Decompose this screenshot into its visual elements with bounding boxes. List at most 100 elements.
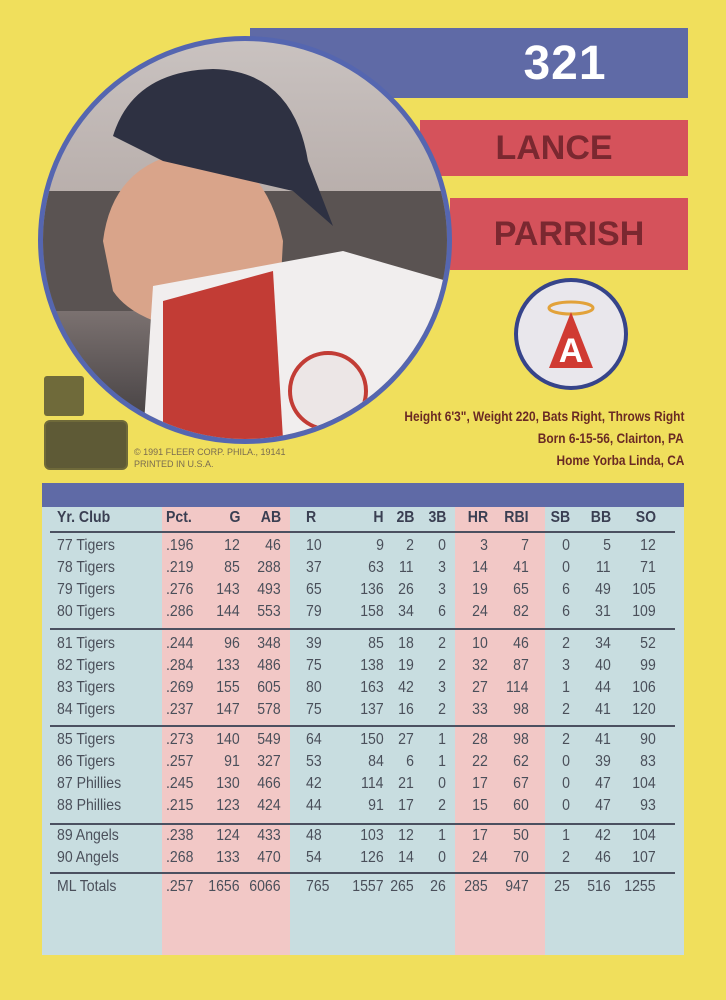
cell-h: 103 xyxy=(360,827,384,844)
stats-header-bar xyxy=(42,483,684,507)
cell-h: 85 xyxy=(368,635,384,652)
cell-r: 75 xyxy=(306,657,322,674)
cell-g: 133 xyxy=(216,849,240,866)
header-bb: BB xyxy=(590,509,611,526)
cell-pct: .276 xyxy=(166,581,194,598)
cell-so: 109 xyxy=(632,603,656,620)
header-sb: SB xyxy=(550,509,570,526)
cell-3b: 2 xyxy=(438,635,446,652)
cell-hr: 17 xyxy=(472,775,488,792)
cell-club: 80 Tigers xyxy=(57,603,115,620)
cell-pct: .215 xyxy=(166,797,194,814)
cell-rbi: 41 xyxy=(513,559,529,576)
cell-sb: 0 xyxy=(562,775,570,792)
cell-2b: 18 xyxy=(398,635,414,652)
cell-ab: 549 xyxy=(257,731,281,748)
first-name: LANCE xyxy=(420,120,688,176)
cell-bb: 5 xyxy=(603,537,611,554)
cell-r: 42 xyxy=(306,775,322,792)
cell-r: 80 xyxy=(306,679,322,696)
header-r: R xyxy=(306,509,317,526)
cell-g: 124 xyxy=(216,827,240,844)
cell-bb: 47 xyxy=(595,797,611,814)
cell-r: 48 xyxy=(306,827,322,844)
header-g: G xyxy=(229,509,240,526)
cell-so: 106 xyxy=(632,679,656,696)
cell-rbi: 50 xyxy=(513,827,529,844)
cell-pct: .238 xyxy=(166,827,194,844)
cell-h: 136 xyxy=(360,581,384,598)
last-name: PARRISH xyxy=(450,198,688,270)
cell-g: 155 xyxy=(216,679,240,696)
cell-hr: 15 xyxy=(472,797,488,814)
cell-g: 130 xyxy=(216,775,240,792)
cell-g: 96 xyxy=(224,635,240,652)
cell-rbi: 98 xyxy=(513,731,529,748)
cell-2b: 14 xyxy=(398,849,414,866)
cell-bb: 40 xyxy=(595,657,611,674)
cell-rbi: 62 xyxy=(513,753,529,770)
cell-club: 89 Angels xyxy=(57,827,119,844)
cell-hr: 27 xyxy=(472,679,488,696)
copyright-text: © 1991 FLEER CORP. PHILA., 19141 xyxy=(134,447,286,457)
cell-2b: 21 xyxy=(398,775,414,792)
cell-2b: 27 xyxy=(398,731,414,748)
cell-club: 81 Tigers xyxy=(57,635,115,652)
cell-bb: 47 xyxy=(595,775,611,792)
cell-bb: 41 xyxy=(595,701,611,718)
cell-hr: 17 xyxy=(472,827,488,844)
cell-rbi: 7 xyxy=(521,537,529,554)
cell-so: 105 xyxy=(632,581,656,598)
cell-h: 91 xyxy=(368,797,384,814)
cell-hr: 32 xyxy=(472,657,488,674)
cell-hr: 24 xyxy=(472,849,488,866)
cell-bb: 39 xyxy=(595,753,611,770)
cell-g: 133 xyxy=(216,657,240,674)
cell-3b: 1 xyxy=(438,731,446,748)
cell-r: 79 xyxy=(306,603,322,620)
cell-club: 77 Tigers xyxy=(57,537,115,554)
cell-2b: 42 xyxy=(398,679,414,696)
cell-ab: 578 xyxy=(257,701,281,718)
cell-hr: 22 xyxy=(472,753,488,770)
cell-r: 44 xyxy=(306,797,322,814)
pink-band xyxy=(162,507,290,955)
cell-h: 138 xyxy=(360,657,384,674)
cell-pct: .268 xyxy=(166,849,194,866)
header-rbi: RBI xyxy=(504,509,529,526)
cell-sb: 2 xyxy=(562,635,570,652)
copyright: © 1991 FLEER CORP. PHILA., 19141 PRINTED… xyxy=(134,446,286,470)
cell-pct: .219 xyxy=(166,559,194,576)
cell-g: 85 xyxy=(224,559,240,576)
cell-bb: 44 xyxy=(595,679,611,696)
cell-ab: 424 xyxy=(257,797,281,814)
cell-h: 9 xyxy=(376,537,384,554)
mlbpa-logo xyxy=(44,376,84,416)
cell-g: 144 xyxy=(216,603,240,620)
cell-sb: 0 xyxy=(562,559,570,576)
pink-band xyxy=(455,507,545,955)
cell-sb: 0 xyxy=(562,797,570,814)
cell-bb: 49 xyxy=(595,581,611,598)
cell-ab: 327 xyxy=(257,753,281,770)
total-r: 765 xyxy=(306,878,330,895)
cell-r: 10 xyxy=(306,537,322,554)
cell-2b: 6 xyxy=(406,753,414,770)
cell-g: 147 xyxy=(216,701,240,718)
cell-3b: 2 xyxy=(438,797,446,814)
total-2b: 265 xyxy=(390,878,414,895)
cell-so: 83 xyxy=(640,753,656,770)
cell-3b: 2 xyxy=(438,701,446,718)
cell-club: 86 Tigers xyxy=(57,753,115,770)
total-bb: 516 xyxy=(587,878,611,895)
cell-so: 93 xyxy=(640,797,656,814)
cell-g: 143 xyxy=(216,581,240,598)
cell-rbi: 67 xyxy=(513,775,529,792)
cell-2b: 11 xyxy=(399,559,414,576)
cell-ab: 470 xyxy=(257,849,281,866)
svg-text:A: A xyxy=(559,332,584,370)
cell-so: 71 xyxy=(640,559,656,576)
cell-3b: 1 xyxy=(438,827,446,844)
row-divider xyxy=(50,823,675,825)
player-photo xyxy=(38,36,452,444)
